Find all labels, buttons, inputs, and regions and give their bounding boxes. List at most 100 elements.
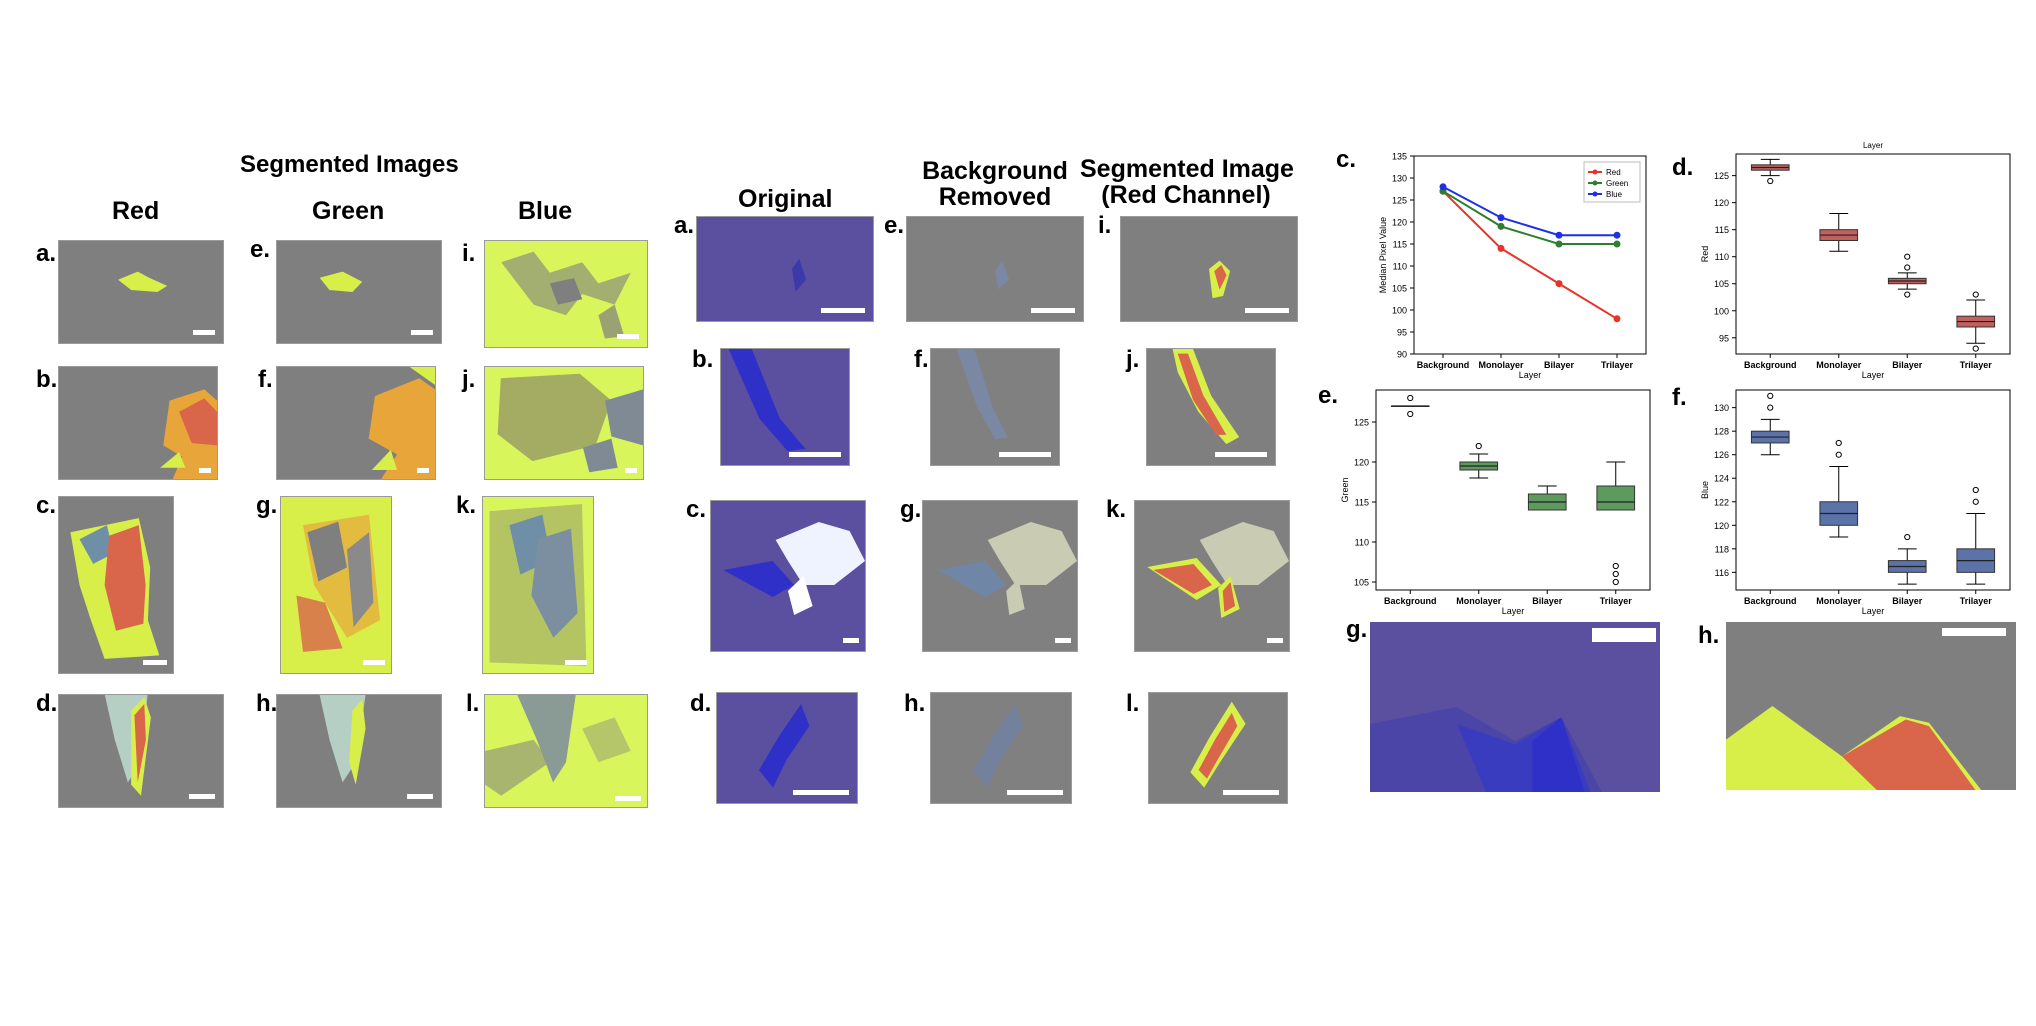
x-axis-label: Layer	[1862, 370, 1885, 380]
x-tick-label: Bilayer	[1532, 596, 1563, 606]
legend-marker	[1592, 169, 1598, 175]
y-axis-label: Red	[1700, 246, 1710, 263]
box-flier	[1904, 253, 1911, 260]
y-tick-label: 122	[1714, 497, 1729, 507]
panel-label-right-d: d.	[1672, 154, 1694, 181]
segmented-blue-l-image	[484, 694, 648, 808]
x-tick-label: Bilayer	[1892, 360, 1923, 370]
panel-label-mid-d: d.	[690, 690, 712, 717]
y-tick-label: 110	[1355, 538, 1369, 548]
panel-label-mid-f: f.	[914, 346, 929, 373]
box-flier	[1904, 533, 1911, 541]
box-flier	[1612, 562, 1619, 570]
panel-label-left-k: k.	[456, 492, 477, 519]
data-point-green	[1497, 222, 1505, 230]
original-c-image	[710, 500, 866, 652]
x-tick-label: Background	[1384, 596, 1437, 606]
panel-label-left-l: l.	[466, 690, 480, 717]
plot-frame	[1413, 155, 1647, 355]
segmented-blue-j-image	[484, 366, 644, 480]
column-title-red: Red	[112, 197, 160, 225]
data-point-blue	[1439, 183, 1447, 191]
panel-label-mid-i: i.	[1098, 212, 1112, 239]
background-removed-g-image	[922, 500, 1078, 652]
y-tick-label: 90	[1397, 350, 1407, 360]
x-tick-label: Monolayer	[1816, 360, 1862, 370]
box-flier	[1767, 392, 1774, 399]
x-tick-label: Background	[1744, 360, 1797, 370]
plot-frame	[1735, 389, 2011, 591]
chart-c-median-pixel-line: 90 95 100 105 110 115 120 125 130 135 Background Mo…	[1356, 146, 1656, 386]
panel-label-mid-g: g.	[900, 496, 922, 523]
y-tick-label: 115	[1715, 225, 1729, 235]
chart-f-blue-box: 116 118 120 122 124 126 128 130 Background Monola…	[1690, 382, 2020, 622]
panel-label-mid-j: j.	[1126, 346, 1140, 373]
chart-e-svg: 105 110 115 120 125 Background Monolayer Bilaye…	[1340, 389, 1651, 616]
data-point-green	[1613, 240, 1621, 248]
y-tick-label: 115	[1393, 240, 1407, 250]
segmented-blue-k-image	[482, 496, 594, 674]
original-b-image	[720, 348, 850, 466]
segmented-red-a-image	[58, 240, 224, 344]
panel-label-left-e: e.	[250, 236, 271, 263]
y-tick-label: 130	[1392, 174, 1407, 184]
y-tick-label: 120	[1714, 521, 1729, 531]
chart-d-red-box: 95 100 105 110 115 120 125 Background Monolayer B…	[1690, 136, 2020, 386]
segmented-green-f-image	[276, 366, 436, 480]
data-point-red	[1555, 280, 1563, 288]
y-tick-label: 110	[1393, 262, 1407, 272]
panel-label-mid-k: k.	[1106, 496, 1127, 523]
series-line-red	[1442, 190, 1618, 320]
box-flier	[1767, 177, 1774, 185]
box-flier	[1835, 451, 1842, 458]
x-axis-label: Layer	[1502, 606, 1525, 616]
panel-label-left-d: d.	[36, 690, 58, 717]
segmented-blue-i-image	[484, 240, 648, 348]
panel-label-right-c: c.	[1336, 146, 1357, 173]
legend-label: Red	[1606, 168, 1621, 177]
x-tick-label: Background	[1744, 596, 1797, 606]
column-title-original: Original	[738, 185, 833, 213]
background-removed-e-image	[906, 216, 1084, 322]
panel-label-left-c: c.	[36, 492, 57, 519]
y-tick-label: 116	[1715, 568, 1729, 578]
y-tick-label: 105	[1392, 284, 1407, 294]
y-axis-label: Blue	[1700, 481, 1710, 499]
y-tick-label: 115	[1355, 498, 1369, 508]
legend-label: Green	[1606, 179, 1628, 188]
column-title-background-removed-text: Background Removed	[922, 157, 1068, 212]
original-a-image	[696, 216, 874, 322]
segmented-red-channel-j-image	[1146, 348, 1276, 466]
background-removed-f-image	[930, 348, 1060, 466]
chart-c-svg: 90 95 100 105 110 115 120 125 130 135 Background Mo…	[1378, 152, 1647, 380]
data-point-blue	[1555, 231, 1563, 239]
y-tick-label: 100	[1392, 306, 1407, 316]
plot-frame	[1735, 153, 2011, 355]
x-tick-label: Monolayer	[1456, 596, 1502, 606]
y-tick-label: 128	[1714, 427, 1729, 437]
segmented-images-title: Segmented Images	[240, 151, 459, 178]
panel-label-left-h: h.	[256, 690, 278, 717]
box-flier	[1767, 404, 1774, 411]
segmented-red-b-image	[58, 366, 218, 480]
panel-label-left-b: b.	[36, 366, 58, 393]
box-flier	[1612, 570, 1619, 578]
data-point-red	[1497, 244, 1505, 252]
panel-label-mid-a: a.	[674, 212, 695, 239]
y-axis-label: Median Pixel Value	[1378, 217, 1388, 293]
box-iqr	[1596, 485, 1636, 511]
x-tick-label: Trilayer	[1960, 360, 1993, 370]
data-point-green	[1555, 240, 1563, 248]
background-removed-h-image	[930, 692, 1072, 804]
zoomed-segmented-h-image	[1726, 622, 2016, 790]
y-tick-label: 95	[1397, 328, 1407, 338]
chart-f-svg: 116 118 120 122 124 126 128 130 Background Monola…	[1700, 389, 2011, 616]
y-tick-label: 126	[1714, 450, 1729, 460]
segmented-red-channel-i-image	[1120, 216, 1298, 322]
y-tick-label: 130	[1714, 403, 1729, 413]
series-line-blue	[1442, 185, 1617, 237]
x-axis-label: Layer	[1519, 370, 1542, 380]
column-title-green: Green	[312, 197, 385, 225]
chart-title: Layer	[1863, 141, 1883, 150]
y-tick-label: 105	[1354, 578, 1369, 588]
